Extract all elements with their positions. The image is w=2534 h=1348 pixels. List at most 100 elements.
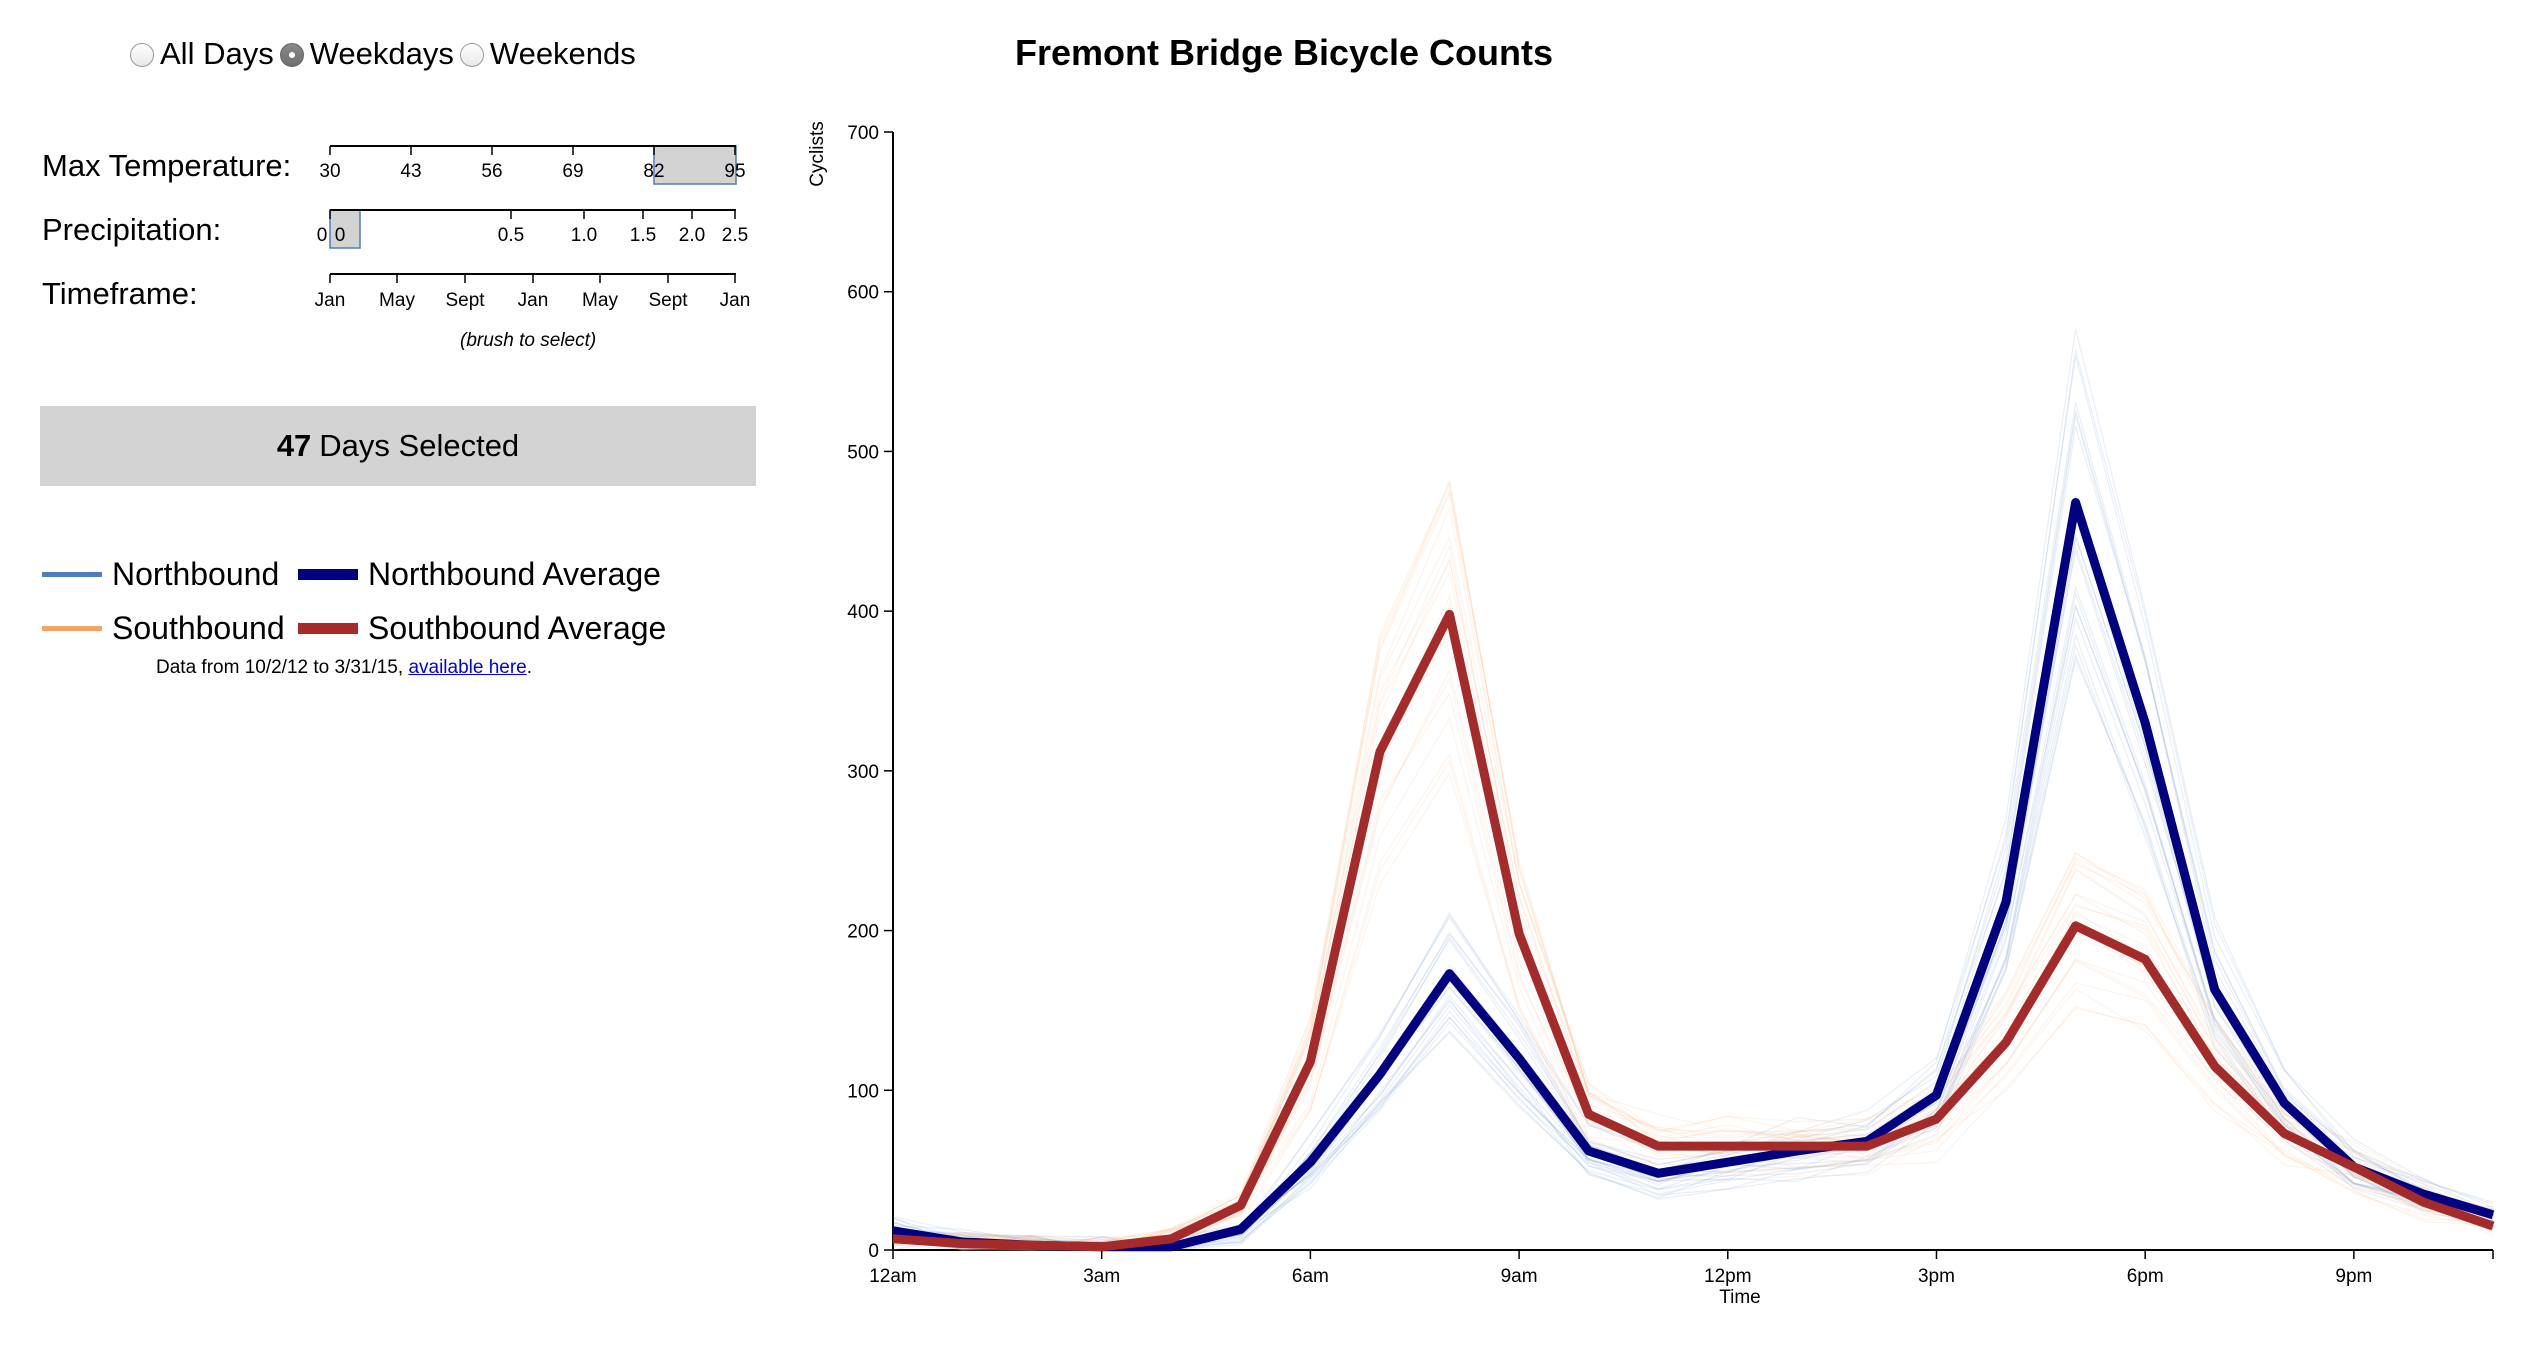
legend-southbound: Southbound [42,610,285,647]
data-point [1309,1061,1311,1063]
timeframe-label: Timeframe: [42,276,198,311]
legend-label: Northbound [112,556,280,592]
axis-tick-label: 0.5 [498,225,524,246]
daily-count-line [892,483,2494,1251]
data-point [2492,1214,2494,1216]
precipitation-label: Precipitation: [42,212,222,247]
x-tick-label: 12pm [1704,1266,1752,1287]
x-tick-label: 9pm [2335,1266,2372,1287]
radio-weekends[interactable]: Weekends [459,36,636,72]
daily-count-line [892,488,2494,1251]
data-point [1588,1113,1590,1115]
y-tick-label: 100 [847,1081,879,1102]
radio-label: All Days [160,36,274,71]
y-tick-label: 300 [847,762,879,783]
days-selected-count: 47 [276,428,312,463]
timeframe-brush[interactable]: Jan May Sept Jan May Sept Jan [315,273,751,311]
data-source-link[interactable]: available here [408,657,527,678]
legend-swatch-northbound [42,572,102,577]
data-point [1240,1228,1242,1230]
data-point [1588,1150,1590,1152]
radio-all-days[interactable]: All Days [130,36,274,72]
average-lines [892,498,2495,1252]
legend-label: Northbound Average [368,556,661,592]
precipitation-brush[interactable]: 0 0 0.5 1.0 1.5 2.0 2.5 [317,209,749,249]
radio-button-icon[interactable] [459,43,484,67]
radio-button-icon[interactable] [130,43,154,67]
axis-tick-label: 0 [317,225,328,246]
data-point [1031,1244,1033,1246]
data-point [2005,901,2007,903]
data-note-prefix: Data from 10/2/12 to 3/31/15, [156,657,409,678]
data-point [2144,958,2146,960]
data-point [1935,1118,1937,1120]
daily-lines [892,328,2494,1251]
radio-weekdays[interactable]: Weekdays [279,36,454,72]
axis-tick-label: Sept [445,290,485,311]
axis-tick-label: May [379,290,415,311]
chart-title: Fremont Bridge Bicycle Counts [1015,32,1553,73]
southbound-average-line [892,609,2495,1252]
line-chart: Fremont Bridge Bicycle Counts 0 100 200 300… [807,32,2495,1308]
axis-tick-label: Sept [648,290,688,311]
data-point [2214,1065,2216,1067]
x-tick-label: 12am [869,1266,917,1287]
data-point [2492,1225,2494,1227]
data-point [2214,989,2216,991]
y-tick-label: 0 [868,1241,879,1262]
daily-count-line [892,570,2494,1251]
day-filter-radio-group: All Days Weekdays Weekends [130,36,642,72]
legend-label: Southbound [112,610,285,646]
x-tick-label: 3am [1083,1266,1120,1287]
daily-count-line [892,544,2494,1251]
axis-tick-label: Jan [518,290,549,311]
brush-selection[interactable] [653,145,737,185]
axis-tick-label: 69 [562,161,583,182]
radio-button-checked-icon[interactable] [279,43,304,67]
data-point [2422,1201,2424,1203]
data-point [1101,1246,1103,1248]
axis-tick-label: 56 [481,161,502,182]
axis-tick-label: Jan [720,290,751,311]
data-point [1796,1145,1798,1147]
x-tick-label: 9am [1501,1266,1538,1287]
data-point [2283,1132,2285,1134]
daily-count-line [892,478,2494,1244]
data-point [962,1243,964,1245]
legend-swatch-southbound [42,626,102,631]
data-point [1727,1161,1729,1163]
brush-selection[interactable] [329,209,361,249]
data-point [2144,722,2146,724]
data-point [1866,1145,1868,1147]
daily-count-line [892,657,2494,1251]
axis-tick-label: 1.0 [571,225,597,246]
y-tick-label: 500 [847,442,879,463]
max-temperature-brush[interactable]: 30 43 56 69 82 95 [319,145,746,185]
brush-instruction: (brush to select) [460,330,597,351]
data-point [2075,502,2077,504]
days-selected-label: Days Selected [319,428,520,463]
daily-count-line [892,535,2494,1248]
controls-panel: All Days Weekdays Weekends Max Temperatu… [0,0,790,1348]
x-tick-label: 6pm [2127,1266,2164,1287]
daily-count-line [892,616,2494,1251]
data-point [1727,1145,1729,1147]
data-point [1240,1204,1242,1206]
data-point [892,1238,894,1240]
data-point [2353,1166,2355,1168]
daily-count-line [892,668,2494,1251]
daily-count-line [892,480,2494,1250]
y-tick-label: 400 [847,602,879,623]
daily-count-line [892,759,2494,1251]
data-point [1449,973,1451,975]
data-point [2283,1102,2285,1104]
y-tick-label: 600 [847,283,879,304]
radio-label: Weekdays [309,36,454,71]
legend-northbound-average: Northbound Average [298,556,661,593]
data-point [1935,1094,1937,1096]
data-point [1379,1073,1381,1075]
data-point [1170,1238,1172,1240]
data-point [1170,1246,1172,1248]
data-point [1518,933,1520,935]
data-note-suffix: . [526,657,533,678]
